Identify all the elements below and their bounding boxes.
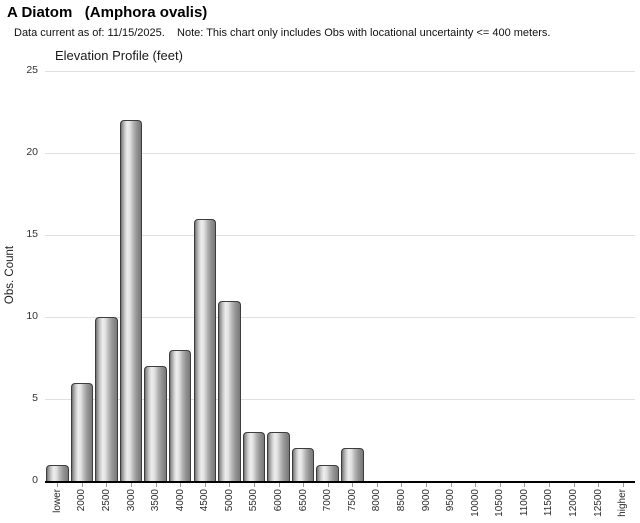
x-tick-10500 [499, 483, 501, 487]
x-tick-4500 [204, 483, 206, 487]
x-tick-label-7000: 7000 [322, 489, 334, 512]
x-tick-8000 [376, 483, 378, 487]
x-tick-label-10000: 10000 [469, 489, 481, 517]
x-tick-higher [622, 483, 624, 487]
x-tick-label-3500: 3500 [150, 489, 162, 512]
gridline-10 [45, 317, 635, 318]
x-tick-label-6000: 6000 [273, 489, 285, 512]
bar-7000 [316, 464, 339, 481]
bar-3000 [119, 120, 143, 481]
y-tick-label-25: 25 [26, 64, 38, 76]
x-tick-2500 [106, 483, 108, 487]
x-tick-label-7500: 7500 [346, 489, 358, 512]
x-tick-11500 [548, 483, 550, 487]
gridline-5 [45, 399, 635, 400]
x-tick-7000 [327, 483, 329, 487]
x-tick-label-5500: 5500 [248, 489, 260, 512]
y-tick-label-10: 10 [26, 310, 38, 322]
x-tick-label-5000: 5000 [223, 489, 235, 512]
x-tick-7500 [352, 483, 354, 487]
x-tick-label-2500: 2500 [100, 489, 112, 512]
x-tick-4000 [180, 483, 182, 487]
bar-7500 [341, 448, 364, 481]
x-tick-label-lower: lower [51, 489, 63, 513]
x-tick-label-12000: 12000 [568, 489, 580, 517]
bar-2500 [95, 317, 118, 481]
x-tick-label-8000: 8000 [371, 489, 383, 512]
x-tick-label-10500: 10500 [494, 489, 506, 517]
bar-2000 [70, 382, 94, 481]
x-tick-label-3000: 3000 [125, 489, 137, 512]
x-tick-9000 [426, 483, 428, 487]
x-tick-label-11000: 11000 [518, 489, 530, 517]
x-tick-11000 [524, 483, 526, 487]
x-tick-12000 [573, 483, 575, 487]
x-tick-8500 [401, 483, 403, 487]
x-tick-9500 [450, 483, 452, 487]
x-tick-3500 [155, 483, 157, 487]
x-tick-label-4000: 4000 [174, 489, 186, 512]
x-tick-6000 [278, 483, 280, 487]
bar-6000 [267, 431, 290, 481]
bar-5000 [218, 300, 241, 481]
page-subtitle: Data current as of: 11/15/2025. Note: Th… [14, 27, 551, 39]
gridline-15 [45, 235, 635, 236]
bar-3500 [144, 366, 167, 481]
bar-lower [46, 464, 69, 481]
x-tick-label-2000: 2000 [76, 489, 88, 512]
y-tick-label-0: 0 [32, 474, 38, 486]
x-tick-label-11500: 11500 [543, 489, 555, 517]
gridline-25 [45, 71, 635, 72]
x-tick-12500 [598, 483, 600, 487]
x-tick-6500 [303, 483, 305, 487]
x-tick-label-6500: 6500 [297, 489, 309, 512]
gridline-20 [45, 153, 635, 154]
bar-4000 [168, 349, 192, 481]
x-tick-2000 [81, 483, 83, 487]
y-tick-label-15: 15 [26, 228, 38, 240]
x-tick-3000 [131, 483, 133, 487]
y-tick-label-5: 5 [32, 392, 38, 404]
x-tick-label-4500: 4500 [199, 489, 211, 512]
x-tick-label-9000: 9000 [420, 489, 432, 512]
y-axis-title: Obs. Count [4, 245, 16, 305]
bar-4500 [193, 218, 217, 481]
chart-title: Elevation Profile (feet) [55, 48, 183, 63]
x-tick-10000 [475, 483, 477, 487]
x-tick-5000 [229, 483, 231, 487]
bar-5500 [242, 431, 266, 481]
y-tick-label-20: 20 [26, 146, 38, 158]
x-tick-label-12500: 12500 [592, 489, 604, 517]
x-tick-lower [57, 483, 59, 487]
page-title: A Diatom (Amphora ovalis) [7, 4, 208, 21]
plot-area [45, 71, 635, 483]
bar-6500 [291, 448, 315, 481]
x-tick-label-higher: higher [617, 489, 629, 517]
x-tick-label-9500: 9500 [445, 489, 457, 512]
x-tick-label-8500: 8500 [395, 489, 407, 512]
x-tick-5500 [253, 483, 255, 487]
